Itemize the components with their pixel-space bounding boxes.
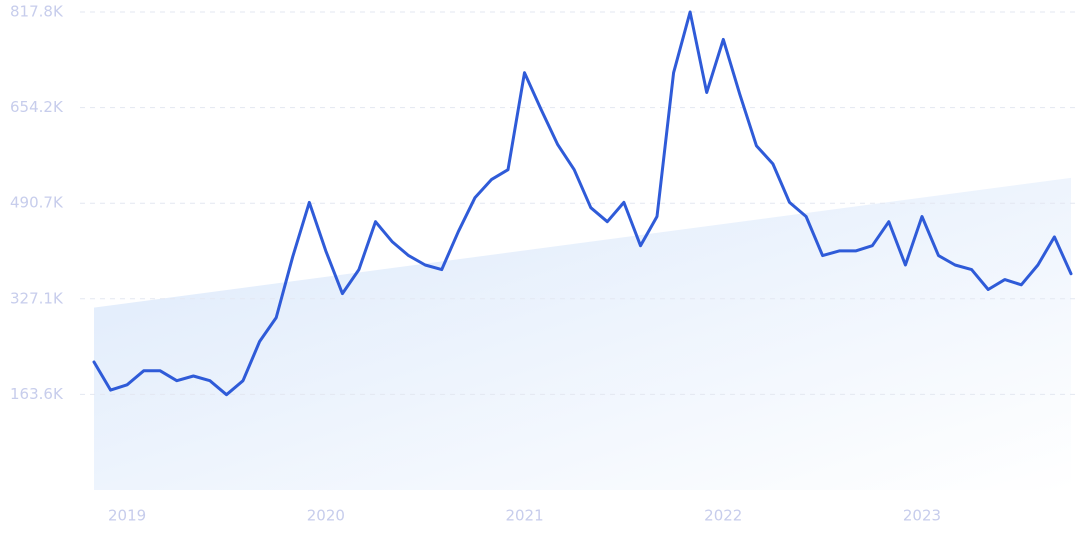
y-tick-label: 327.1K	[10, 289, 64, 307]
x-tick-label: 2023	[903, 507, 941, 525]
x-tick-label: 2021	[505, 507, 543, 525]
y-tick-label: 163.6K	[10, 385, 64, 403]
x-tick-label: 2020	[307, 507, 345, 525]
y-tick-label: 817.8K	[10, 3, 64, 21]
line-series	[92, 10, 1073, 397]
x-tick-label: 2019	[108, 507, 146, 525]
y-tick-label: 654.2K	[10, 98, 64, 116]
x-tick-label: 2022	[704, 507, 742, 525]
y-tick-label: 490.7K	[10, 194, 64, 212]
